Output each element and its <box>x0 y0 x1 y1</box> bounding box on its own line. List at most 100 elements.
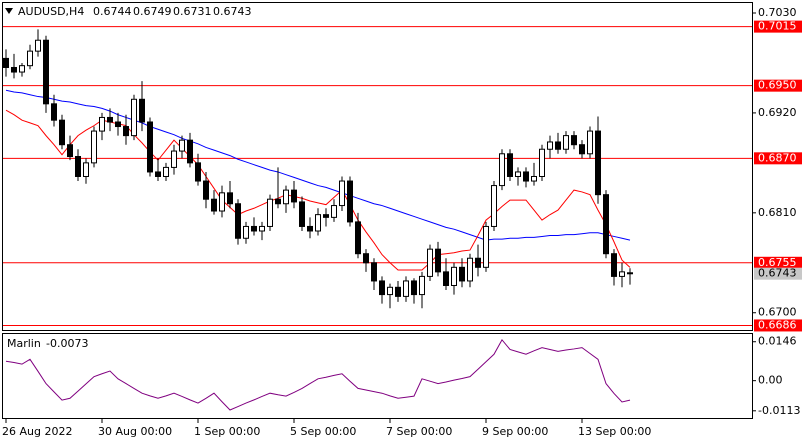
candle-body <box>195 162 201 182</box>
candle-body <box>11 66 17 73</box>
candle-body <box>475 257 481 268</box>
candle-body <box>603 194 609 255</box>
x-tick-label: 5 Sep 00:00 <box>290 425 356 438</box>
y-tick-label: 0.0146 <box>758 335 797 348</box>
candle-body <box>259 225 265 232</box>
candle-body <box>547 141 553 150</box>
candle-body <box>59 119 65 146</box>
candle-body <box>123 126 129 137</box>
candle-body <box>531 175 537 182</box>
y-tick-label: 0.7030 <box>758 6 797 19</box>
candle-body <box>411 280 417 296</box>
level-label-bg <box>754 256 802 269</box>
level-label: 0.6755 <box>758 256 797 269</box>
indicator-value: -0.0073 <box>46 337 88 350</box>
candle-body <box>107 116 113 123</box>
candle-body <box>347 180 353 223</box>
candle-body <box>555 141 561 150</box>
y-tick-label: 0.6920 <box>758 106 797 119</box>
y-tick-label: 0.6700 <box>758 306 797 319</box>
candle-body <box>507 153 513 177</box>
candle-body <box>315 214 321 232</box>
candle-body <box>523 171 529 182</box>
candle-body <box>211 198 217 212</box>
candle-body <box>371 262 377 282</box>
y-tick-label: 0.00 <box>758 374 783 387</box>
candle-body <box>427 248 433 277</box>
candle-body <box>187 139 193 164</box>
level-label: 0.6686 <box>758 318 797 331</box>
candle-body <box>459 266 465 282</box>
candle-body <box>43 39 49 105</box>
indicator-line <box>5 338 631 411</box>
candle-body <box>331 205 337 218</box>
candle-body <box>419 275 425 296</box>
candle-body <box>131 98 137 137</box>
current-price-bg <box>754 267 802 280</box>
current-price-label: 0.6743 <box>758 267 797 280</box>
candle-body <box>99 116 105 132</box>
candle-body <box>179 139 185 152</box>
menu-triangle[interactable] <box>5 8 13 14</box>
candle-body <box>483 225 489 268</box>
indicator-pane-frame <box>2 333 753 419</box>
candle-body <box>251 225 257 232</box>
candle-body <box>491 185 497 227</box>
candle-body <box>443 271 449 286</box>
candle-body <box>563 135 569 150</box>
candle-body <box>235 203 241 239</box>
candle-body <box>203 180 209 200</box>
candle-body <box>27 50 33 67</box>
candle-body <box>171 150 177 168</box>
candle-body <box>499 153 505 187</box>
indicator-title: Marlin <box>7 337 41 350</box>
x-tick-label: 7 Sep 00:00 <box>386 425 452 438</box>
candle-body <box>435 248 441 273</box>
level-label: 0.6950 <box>758 79 797 92</box>
candle-body <box>227 192 233 205</box>
candle-body <box>147 121 153 173</box>
candle-body <box>115 121 121 128</box>
level-label: 0.7015 <box>758 20 797 33</box>
symbol-title: AUDUSD,H4 <box>18 5 84 18</box>
y-tick-label: -0.0113 <box>758 404 800 417</box>
candle-body <box>395 286 401 297</box>
candle-body <box>611 253 617 277</box>
x-tick-label: 13 Sep 00:00 <box>578 425 651 438</box>
level-label: 0.6870 <box>758 151 797 164</box>
candle-body <box>307 225 313 232</box>
candle-body <box>51 103 57 121</box>
level-label-bg <box>754 79 802 92</box>
candle-body <box>451 266 457 286</box>
candle-body <box>67 144 73 158</box>
candle-body <box>155 171 161 177</box>
candle-body <box>387 286 393 296</box>
y-tick-label: 0.6810 <box>758 206 797 219</box>
candle-body <box>275 198 281 205</box>
candle-body <box>579 144 585 155</box>
candle-body <box>267 198 273 227</box>
candle-body <box>619 271 625 277</box>
candle-body <box>83 162 89 177</box>
candle-body <box>91 130 97 164</box>
candle-body <box>363 253 369 264</box>
level-label-bg <box>754 319 802 332</box>
candle-body <box>35 39 41 52</box>
candle-body <box>355 221 361 255</box>
candle-body <box>323 214 329 218</box>
candle-body <box>515 171 521 177</box>
level-label-bg <box>754 20 802 33</box>
candle-body <box>571 135 577 146</box>
candle-body <box>283 189 289 205</box>
candle-body <box>299 201 305 227</box>
candle-body <box>219 192 225 212</box>
candle-body <box>539 148 545 177</box>
header-close: 0.6743 <box>213 5 252 18</box>
candle-body <box>3 57 9 68</box>
candle-body <box>379 280 385 296</box>
x-tick-label: 30 Aug 00:00 <box>98 425 172 438</box>
candle-body <box>19 65 25 73</box>
candle-body <box>595 130 601 196</box>
